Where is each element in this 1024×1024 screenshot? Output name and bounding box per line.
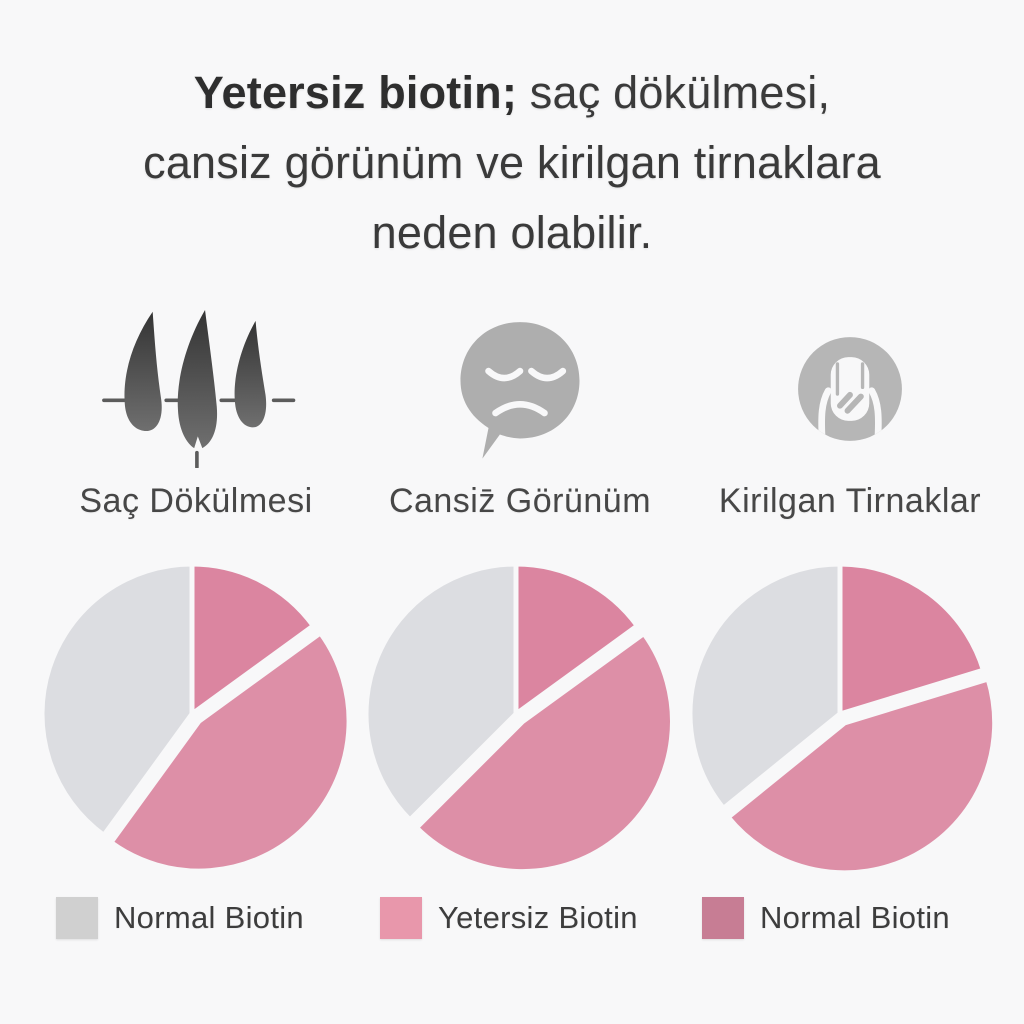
symptom-label-dull-appearance: Cansiz̄ Görünüm <box>388 482 652 520</box>
pie-chart-dull-appearance <box>363 561 675 875</box>
title-line1-rest: saç dökülmesi, <box>517 67 831 118</box>
pie-slice-normal-biotin <box>363 561 519 823</box>
legend-swatch-pink <box>380 897 422 939</box>
legend-swatch-dark-pink <box>702 897 744 939</box>
symptom-label-brittle-nails: Kirilgan Tirnaklar <box>718 482 982 520</box>
legend-swatch-gray <box>56 897 98 939</box>
pie-slice-normal-biotin <box>513 561 640 717</box>
pie-slice-yetersiz-biotin <box>108 630 352 874</box>
hair-loss-icon <box>36 310 356 468</box>
closed-eye-right <box>528 367 567 382</box>
brittle-nail-icon <box>690 310 1010 468</box>
legend-label: Yetersiz Biotin <box>438 900 638 935</box>
pie-chart-hair-loss <box>39 561 352 874</box>
legend-item-normal-biotin-dark-pink: Normal Biotin <box>702 895 950 941</box>
symptom-brittle-nails: Kirilgan Tirnaklar <box>690 310 1010 521</box>
legend-label: Normal Biotin <box>114 900 304 935</box>
pie-slice-normal-biotin <box>837 561 986 717</box>
pie-slice-normal-biotin <box>189 561 316 717</box>
legend-item-yetersiz-biotin-pink: Yetersiz Biotin <box>380 895 638 941</box>
nail-crack-mark <box>837 391 853 409</box>
title-bold-phrase: Yetersiz biotin; <box>193 67 518 118</box>
page-title: Yetersiz biotin; saç dökülmesi, cansiz g… <box>0 58 1024 268</box>
sad-speech-bubble-icon <box>360 310 680 468</box>
frown-mouth <box>492 401 548 417</box>
symptom-label-hair-loss: Saç Dökülmesi <box>79 482 313 520</box>
legend-label: Normal Biotin <box>760 900 950 935</box>
title-line3: neden olabilir. <box>371 207 653 258</box>
closed-eye-left <box>485 367 524 382</box>
pie-slice-normal-biotin <box>687 561 843 811</box>
legend-item-normal-biotin-gray: Normal Biotin <box>56 895 304 941</box>
pie-slice-yetersiz-biotin <box>413 630 675 875</box>
nail-crack-mark <box>844 393 864 414</box>
pie-slice-yetersiz-biotin <box>725 676 998 876</box>
pie-slice-normal-biotin <box>39 561 195 838</box>
symptom-dull-appearance: Cansiz̄ Görünüm <box>360 310 680 521</box>
title-line2: cansiz görünüm ve kirilgan tirnaklara <box>143 137 881 188</box>
pie-chart-brittle-nails <box>687 561 998 876</box>
symptom-hair-loss: Saç Dökülmesi <box>36 310 356 521</box>
